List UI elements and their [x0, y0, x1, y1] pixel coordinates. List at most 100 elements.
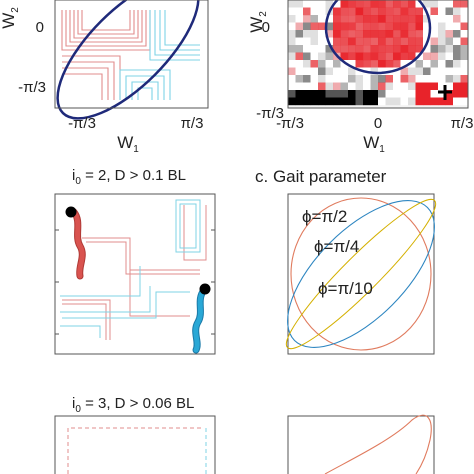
- heatmap-cell: [423, 67, 431, 76]
- heatmap-cell: [310, 82, 319, 91]
- panel-a-y-tick-0: 0: [36, 19, 44, 36]
- heatmap-cell: [325, 45, 334, 53]
- gait-ellipse-pi-4: [287, 200, 435, 348]
- heatmap-cell: [445, 22, 454, 31]
- heatmap-cell: [385, 30, 394, 38]
- heatmap-cell: [460, 22, 469, 31]
- panel-c-left-red-path: [62, 205, 207, 340]
- heatmap-cell: [303, 67, 311, 76]
- heatmap-cell: [453, 0, 461, 8]
- blue-snake: [192, 283, 211, 354]
- red-snake-head-icon: [65, 206, 77, 218]
- heatmap-cell: [445, 52, 454, 61]
- heatmap-cell: [318, 30, 326, 38]
- heatmap-cell: [288, 82, 296, 91]
- heatmap-cell: [288, 45, 296, 53]
- heatmap-cell: [348, 75, 356, 83]
- heatmap-cell: [378, 52, 386, 61]
- heatmap-cell: [445, 75, 454, 83]
- heatmap-cell: [333, 37, 341, 46]
- heatmap-cell: [310, 67, 319, 76]
- heatmap-cell: [408, 60, 416, 68]
- heatmap-cell: [288, 90, 296, 98]
- heatmap-cell: [340, 82, 349, 91]
- heatmap-cell: [430, 7, 439, 16]
- heatmap-cell: [325, 52, 334, 61]
- heatmap-cell: [430, 30, 439, 38]
- heatmap-cell: [340, 45, 349, 53]
- heatmap-cell: [303, 30, 311, 38]
- heatmap-cell: [378, 60, 386, 68]
- heatmap-cell: [288, 52, 296, 61]
- heatmap-cell: [393, 22, 401, 31]
- heatmap-cell: [295, 67, 304, 76]
- heatmap-cell: [325, 82, 334, 91]
- heatmap-cell: [445, 30, 454, 38]
- heatmap-cell: [378, 22, 386, 31]
- heatmap-cell: [340, 22, 349, 31]
- heatmap-cell: [400, 90, 409, 98]
- panel-b-y-label: W2: [247, 11, 269, 33]
- heatmap-cell: [363, 30, 371, 38]
- heatmap-cell: [288, 75, 296, 83]
- panel-c-right-frame: [287, 193, 435, 355]
- heatmap-cell: [303, 97, 311, 106]
- heatmap-cell: [318, 22, 326, 31]
- heatmap-cell: [310, 37, 319, 46]
- heatmap-cell: [400, 60, 409, 68]
- red-snake: [65, 206, 86, 280]
- heatmap-cell: [408, 97, 416, 106]
- heatmap-cell: [318, 67, 326, 76]
- heatmap-cell: [438, 30, 446, 38]
- heatmap-cell: [333, 67, 341, 76]
- heatmap-cell: [385, 90, 394, 98]
- heatmap-cell: [460, 67, 469, 76]
- heatmap-cell: [438, 82, 446, 91]
- heatmap-cell: [295, 75, 304, 83]
- heatmap-cell: [393, 0, 401, 8]
- heatmap-cell: [438, 60, 446, 68]
- heatmap-cell: [400, 45, 409, 53]
- heatmap-cell: [438, 7, 446, 16]
- heatmap-cell: [378, 75, 386, 83]
- heatmap-cell: [310, 0, 319, 8]
- heatmap-cell: [310, 60, 319, 68]
- heatmap-cell: [340, 15, 349, 23]
- panel-b-heatmap: [288, 0, 469, 106]
- heatmap-cell: [408, 75, 416, 83]
- gait-label-pi-10: ϕ=π/10: [318, 279, 373, 298]
- heatmap-cell: [363, 15, 371, 23]
- heatmap-cell: [295, 97, 304, 106]
- panel-c-left-ticks: [55, 229, 215, 335]
- panel-a-frame: [54, 0, 209, 109]
- heatmap-cell: [303, 52, 311, 61]
- heatmap-cell: [295, 0, 304, 8]
- heatmap-cell: [460, 82, 469, 91]
- heatmap-cell: [408, 90, 416, 98]
- heatmap-cell: [370, 22, 379, 31]
- heatmap-cell: [408, 30, 416, 38]
- gait-label-pi-4: ϕ=π/4: [314, 237, 359, 256]
- heatmap-cell: [385, 82, 394, 91]
- heatmap-cell: [430, 90, 439, 98]
- panel-b-x-tick-1: 0: [374, 115, 382, 132]
- panel-d-left-red-dashed: [67, 427, 204, 474]
- heatmap-cell: [393, 75, 401, 83]
- heatmap-cell: [460, 97, 469, 106]
- heatmap-cell: [295, 37, 304, 46]
- heatmap-cell: [460, 0, 469, 8]
- heatmap-cell: [445, 0, 454, 8]
- heatmap-cell: [310, 30, 319, 38]
- heatmap-cell: [363, 7, 371, 16]
- panel-d-left-frame: [54, 415, 216, 474]
- panel-c-left-frame: [54, 193, 216, 355]
- heatmap-cell: [460, 15, 469, 23]
- heatmap-cell: [355, 22, 364, 31]
- heatmap-cell: [333, 45, 341, 53]
- heatmap-cell: [408, 7, 416, 16]
- heatmap-cell: [318, 97, 326, 106]
- heatmap-cell: [370, 37, 379, 46]
- heatmap-cell: [460, 75, 469, 83]
- panel-d-left-title: i0 = 3, D > 0.06 BL: [72, 395, 194, 415]
- heatmap-cell: [340, 7, 349, 16]
